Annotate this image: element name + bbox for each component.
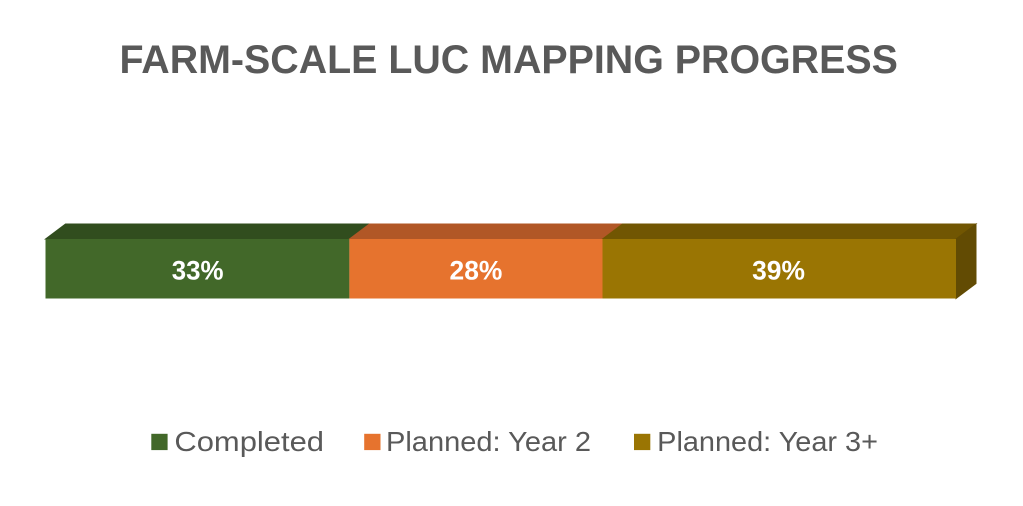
svg-text:FARM-SCALE LUC MAPPING PROGRES: FARM-SCALE LUC MAPPING PROGRESS [119, 38, 897, 82]
svg-text:Completed: Completed [174, 426, 324, 457]
svg-text:Planned: Year 3+: Planned: Year 3+ [657, 426, 878, 457]
svg-text:Planned: Year 2: Planned: Year 2 [386, 426, 591, 457]
svg-text:28%: 28% [450, 256, 503, 286]
svg-text:39%: 39% [752, 256, 805, 286]
svg-text:33%: 33% [172, 256, 224, 286]
